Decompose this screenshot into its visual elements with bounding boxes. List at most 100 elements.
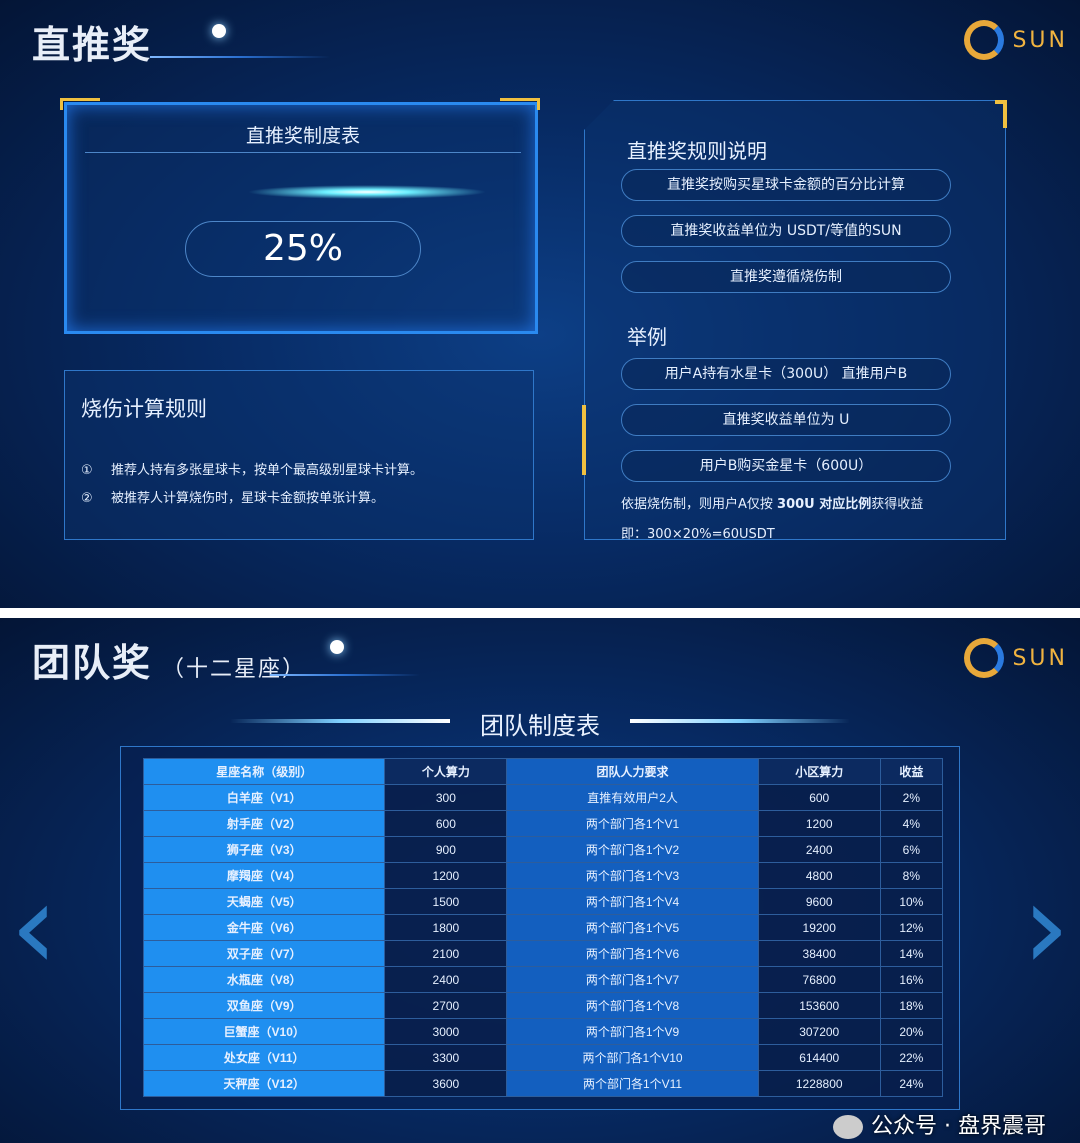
title-dot <box>212 24 226 38</box>
table-cell: 直推有效用户2人 <box>506 784 759 811</box>
corner-decoration <box>60 98 100 110</box>
note-bold: 300U 对应比例 <box>777 497 872 512</box>
direct-referral-slide: 直推奖 SUN 直推奖制度表 25% 烧伤计算规则 ① 推荐人持有多张星球卡，按单… <box>0 0 1080 608</box>
table-row: 天蝎座（V5） 1500 两个部门各1个V4 9600 10% <box>142 888 944 915</box>
table-cell: 两个部门各1个V2 <box>506 836 759 863</box>
table-cell: 1228800 <box>757 1070 881 1097</box>
table-cell: 两个部门各1个V6 <box>506 940 759 967</box>
table-row: 天秤座（V12） 3600 两个部门各1个V11 1228800 24% <box>142 1070 944 1097</box>
note-text: 获得收益 <box>871 497 924 512</box>
table-cell: 600 <box>384 810 508 837</box>
table-cell: 两个部门各1个V8 <box>506 992 759 1019</box>
table-cell: 1800 <box>384 914 508 941</box>
table-cell: 38400 <box>757 940 881 967</box>
title-underline <box>270 674 420 676</box>
table-cell: 6% <box>879 836 944 863</box>
table-row: 双子座（V7） 2100 两个部门各1个V6 38400 14% <box>142 940 944 967</box>
table-cell: 2% <box>879 784 944 811</box>
note-text: 依据烧伤制，则用户A仅按 <box>621 497 778 512</box>
title-subtitle: （十二星座） <box>162 657 307 682</box>
rules-title: 直推奖规则说明 <box>627 139 767 163</box>
rate-table-header: 直推奖制度表 <box>85 121 521 153</box>
column-header: 星座名称（级别） <box>142 758 386 785</box>
table-cell: 双鱼座（V9） <box>142 992 386 1019</box>
chevron-right-icon: › <box>1022 858 1070 997</box>
team-table: 星座名称（级别） 个人算力 团队人力要求 小区算力 收益 白羊座（V1） 300 直推有效用… <box>142 758 944 1097</box>
table-cell: 两个部门各1个V5 <box>506 914 759 941</box>
example-formula: 即：300×20%=60USDT <box>621 527 775 542</box>
table-cell: 两个部门各1个V3 <box>506 862 759 889</box>
table-cell: 两个部门各1个V9 <box>506 1018 759 1045</box>
table-row: 射手座（V2） 600 两个部门各1个V1 1200 4% <box>142 810 944 837</box>
table-cell: 2400 <box>384 966 508 993</box>
table-cell: 两个部门各1个V1 <box>506 810 759 837</box>
table-cell: 307200 <box>757 1018 881 1045</box>
rule-pill: 直推奖按购买星球卡金额的百分比计算 <box>621 169 951 201</box>
corner-decoration <box>995 100 1007 128</box>
rule-text: 推荐人持有多张星球卡，按单个最高级别星球卡计算。 <box>111 463 424 478</box>
table-cell: 两个部门各1个V7 <box>506 966 759 993</box>
rule-text: 被推荐人计算烧伤时，星球卡金额按单张计算。 <box>111 491 385 506</box>
table-cell: 22% <box>879 1044 944 1071</box>
table-cell: 2400 <box>757 836 881 863</box>
glow-decoration <box>247 185 487 199</box>
table-row: 金牛座（V6） 1800 两个部门各1个V5 19200 12% <box>142 914 944 941</box>
column-header: 个人算力 <box>384 758 508 785</box>
watermark-text: 公众号 · 盘界震哥 <box>871 1114 1046 1139</box>
table-cell: 两个部门各1个V4 <box>506 888 759 915</box>
table-row: 白羊座（V1） 300 直推有效用户2人 600 2% <box>142 784 944 811</box>
table-cell: 614400 <box>757 1044 881 1071</box>
slide-title: 团队奖 （十二星座） <box>32 632 306 687</box>
table-cell: 16% <box>879 966 944 993</box>
rule-pill: 直推奖收益单位为 USDT/等值的SUN <box>621 215 951 247</box>
table-cell: 153600 <box>757 992 881 1019</box>
table-cell: 水瓶座（V8） <box>142 966 386 993</box>
table-row: 摩羯座（V4） 1200 两个部门各1个V3 4800 8% <box>142 862 944 889</box>
table-cell: 1200 <box>757 810 881 837</box>
table-cell: 10% <box>879 888 944 915</box>
table-cell: 3300 <box>384 1044 508 1071</box>
example-pill: 直推奖收益单位为 U <box>621 404 951 436</box>
table-cell: 300 <box>384 784 508 811</box>
title-text: 团队奖 <box>32 641 153 685</box>
table-cell: 20% <box>879 1018 944 1045</box>
table-cell: 900 <box>384 836 508 863</box>
table-cell: 射手座（V2） <box>142 810 386 837</box>
table-cell: 两个部门各1个V11 <box>506 1070 759 1097</box>
watermark: 公众号 · 盘界震哥 <box>833 1112 1046 1142</box>
rule-pill: 直推奖遵循烧伤制 <box>621 261 951 293</box>
burn-rules-panel: 烧伤计算规则 ① 推荐人持有多张星球卡，按单个最高级别星球卡计算。 ② 被推荐人计算… <box>64 370 534 540</box>
team-bonus-slide: 团队奖 （十二星座） SUN 团队制度表 ‹ › 星座名称（级别） 个人算力 团队人力… <box>0 618 1080 1143</box>
rate-value: 25% <box>185 221 421 277</box>
table-cell: 14% <box>879 940 944 967</box>
table-header-row: 星座名称（级别） 个人算力 团队人力要求 小区算力 收益 <box>142 758 944 785</box>
title-underline <box>150 56 330 58</box>
column-header: 团队人力要求 <box>506 758 759 785</box>
table-cell: 2700 <box>384 992 508 1019</box>
rate-table-panel: 直推奖制度表 25% <box>64 102 538 334</box>
table-cell: 18% <box>879 992 944 1019</box>
table-row: 狮子座（V3） 900 两个部门各1个V2 2400 6% <box>142 836 944 863</box>
column-header: 小区算力 <box>757 758 881 785</box>
beam-decoration <box>230 719 450 723</box>
table-cell: 1500 <box>384 888 508 915</box>
accent-bar <box>582 405 586 475</box>
table-cell: 天蝎座（V5） <box>142 888 386 915</box>
table-row: 水瓶座（V8） 2400 两个部门各1个V7 76800 16% <box>142 966 944 993</box>
table-cell: 4800 <box>757 862 881 889</box>
table-cell: 摩羯座（V4） <box>142 862 386 889</box>
table-cell: 2100 <box>384 940 508 967</box>
burn-rule-item: ② 被推荐人计算烧伤时，星球卡金额按单张计算。 <box>81 487 384 506</box>
table-cell: 两个部门各1个V10 <box>506 1044 759 1071</box>
table-cell: 8% <box>879 862 944 889</box>
table-cell: 3000 <box>384 1018 508 1045</box>
chevron-left-icon: ‹ <box>10 858 58 997</box>
example-pill: 用户B购买金星卡（600U） <box>621 450 951 482</box>
sun-logo: SUN <box>964 20 1068 60</box>
rule-num: ① <box>81 463 93 478</box>
example-pill: 用户A持有水星卡（300U） 直推用户B <box>621 358 951 390</box>
rule-num: ② <box>81 491 93 506</box>
table-cell: 白羊座（V1） <box>142 784 386 811</box>
table-cell: 双子座（V7） <box>142 940 386 967</box>
rules-panel: 直推奖规则说明 直推奖按购买星球卡金额的百分比计算 直推奖收益单位为 USDT/… <box>584 100 1006 540</box>
